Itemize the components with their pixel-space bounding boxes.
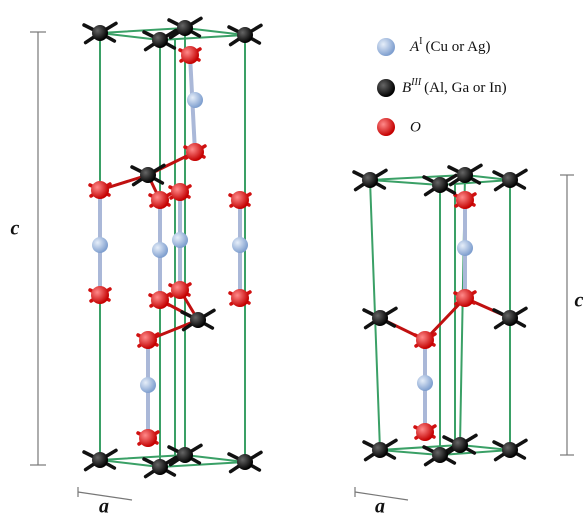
cu-atom — [92, 237, 108, 253]
o-atom — [456, 289, 474, 307]
cu-atom — [152, 242, 168, 258]
b-atom — [237, 27, 253, 43]
o-atom — [91, 181, 109, 199]
o-atom — [171, 281, 189, 299]
o-atom — [91, 286, 109, 304]
legend-label: AI(Cu or Ag) — [409, 36, 491, 55]
b-atom — [432, 177, 448, 193]
o-atom — [171, 183, 189, 201]
legend-text: (Cu or Ag) — [426, 39, 491, 55]
a-label: a — [375, 496, 385, 517]
c-label: c — [11, 218, 20, 240]
o-atom — [151, 191, 169, 209]
legend-label: BIII(Al, Ga or In) — [402, 77, 507, 96]
b-atom — [502, 310, 518, 326]
c-label: c — [575, 290, 584, 312]
legend-swatch — [377, 79, 395, 97]
b-atom — [502, 442, 518, 458]
cu-atom — [417, 375, 433, 391]
legend-superscript: III — [410, 77, 422, 88]
cu-atom — [457, 240, 473, 256]
legend-label: O — [410, 119, 421, 135]
dimension-lines — [30, 32, 574, 500]
b-atom — [152, 32, 168, 48]
b-atom — [177, 447, 193, 463]
cu-atom — [232, 237, 248, 253]
legend-superscript: I — [419, 36, 422, 47]
legend: AI(Cu or Ag) BIII(Al, Ga or In) O — [377, 36, 507, 136]
o-atom — [139, 429, 157, 447]
o-atom — [181, 46, 199, 64]
b-atom — [372, 310, 388, 326]
o-atom — [416, 331, 434, 349]
o-atom — [231, 289, 249, 307]
legend-swatch — [377, 118, 395, 136]
legend-text: (Al, Ga or In) — [424, 80, 506, 96]
b-atom — [237, 454, 253, 470]
o-atom — [186, 143, 204, 161]
o-atom — [231, 191, 249, 209]
legend-swatch — [377, 38, 395, 56]
b-atom — [372, 442, 388, 458]
page: c a c a AI(Cu or Ag) BIII(Al, Ga or In) … — [0, 0, 587, 517]
b-atom — [457, 167, 473, 183]
a-label: a — [99, 496, 109, 517]
crystal-diagram: c a c a AI(Cu or Ag) BIII(Al, Ga or In) … — [0, 0, 587, 517]
legend-symbol: B — [402, 80, 411, 96]
b-atom — [140, 167, 156, 183]
b-atom — [92, 452, 108, 468]
b-atom — [502, 172, 518, 188]
b-atom — [432, 447, 448, 463]
cu-atom — [140, 377, 156, 393]
b-atom — [177, 20, 193, 36]
o-atom — [416, 423, 434, 441]
o-atom — [456, 191, 474, 209]
o-atom — [151, 291, 169, 309]
cu-atom — [187, 92, 203, 108]
o-atom — [139, 331, 157, 349]
cu-atom — [172, 232, 188, 248]
b-atom — [362, 172, 378, 188]
b-atom — [152, 459, 168, 475]
b-atom — [92, 25, 108, 41]
b-atom — [190, 312, 206, 328]
b-atom — [452, 437, 468, 453]
